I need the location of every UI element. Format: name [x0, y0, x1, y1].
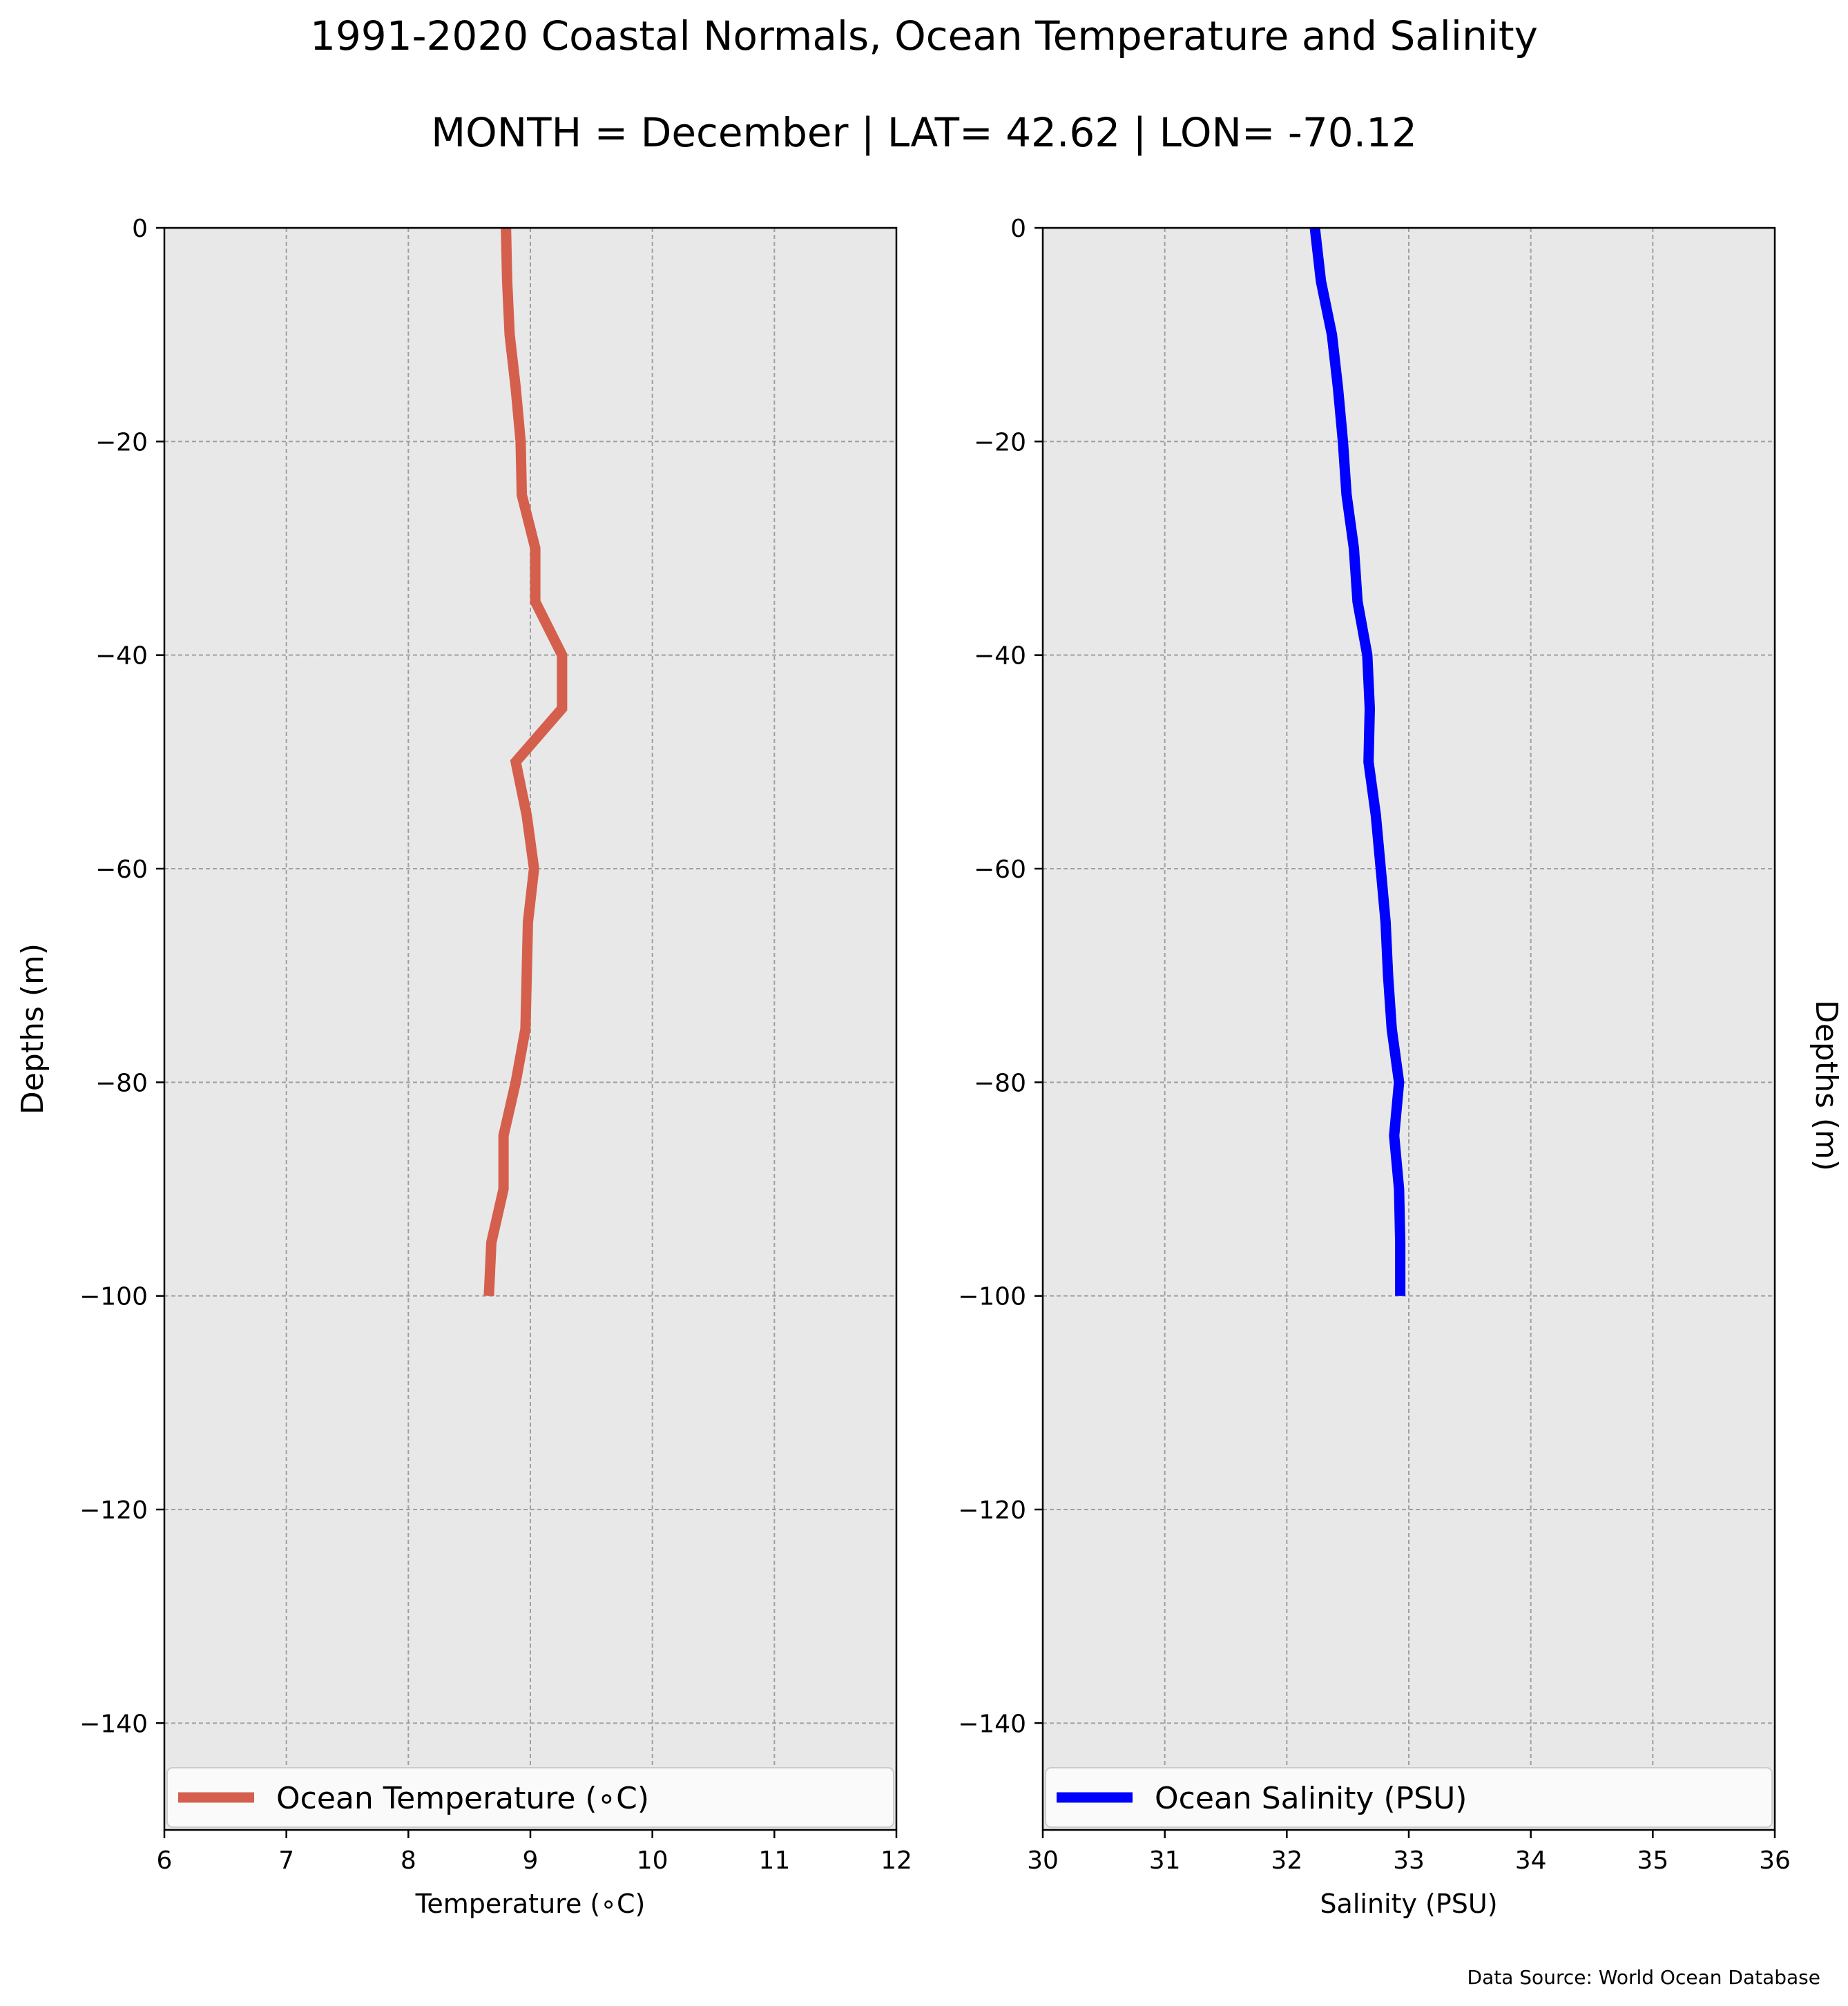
- temperature-ytick-label: 0: [132, 215, 148, 243]
- salinity-data-point: [1331, 334, 1333, 336]
- temperature-panel: 6 7 8 9 10 11 12 0 −20 −40 −60 −80 −100 −120 −140 Tempe…: [15, 215, 912, 1919]
- salinity-data-point: [1398, 1188, 1400, 1190]
- salinity-xtick-label: 34: [1515, 1846, 1547, 1875]
- salinity-data-point: [1398, 1081, 1400, 1083]
- salinity-data-point: [1369, 708, 1370, 709]
- salinity-ytick-label: −120: [958, 1496, 1026, 1525]
- salinity-ytick-label: −100: [958, 1283, 1026, 1311]
- salinity-xtick-label: 30: [1027, 1846, 1059, 1875]
- temperature-ytick-label: −60: [95, 856, 148, 884]
- temperature-data-point: [509, 334, 510, 336]
- temperature-xtick-label: 11: [758, 1846, 790, 1875]
- temperature-xtick-label: 6: [157, 1846, 173, 1875]
- salinity-data-point: [1387, 975, 1389, 976]
- temperature-data-point: [506, 280, 508, 282]
- salinity-legend-box: [1045, 1767, 1773, 1828]
- temperature-ylabel: Depths (m): [15, 943, 50, 1115]
- salinity-data-point: [1342, 441, 1344, 442]
- temperature-ytick-label: −40: [95, 642, 148, 671]
- temperature-data-point: [515, 1081, 517, 1083]
- temperature-data-point: [535, 601, 536, 602]
- temperature-legend-box: [166, 1767, 894, 1828]
- salinity-data-point: [1385, 921, 1386, 923]
- temperature-legend-label: Ocean Temperature (∘C): [276, 1781, 649, 1816]
- salinity-ytick-label: −80: [974, 1069, 1026, 1097]
- temperature-data-point: [561, 708, 563, 709]
- temperature-data-point: [535, 548, 536, 549]
- temperature-xtick-label: 8: [401, 1846, 416, 1875]
- temperature-data-point: [515, 387, 517, 389]
- temperature-ytick-label: −120: [79, 1496, 148, 1525]
- salinity-xtick-label: 36: [1759, 1846, 1791, 1875]
- temperature-data-point: [488, 1295, 490, 1297]
- temperature-xtick-label: 12: [880, 1846, 912, 1875]
- salinity-ytick-label: −20: [974, 428, 1026, 456]
- source-note: Data Source: World Ocean Database: [1467, 1966, 1820, 1989]
- temperature-data-point: [526, 815, 528, 816]
- salinity-ytick-label: −140: [958, 1710, 1026, 1738]
- salinity-ytick-label: 0: [1010, 215, 1026, 243]
- salinity-xlabel: Salinity (PSU): [1320, 1889, 1497, 1919]
- temperature-data-point: [525, 1028, 526, 1030]
- salinity-panel: 30 31 32 33 34 35 36 0 −20 −40 −60 −80 −100 −120 −140 S…: [958, 215, 1791, 1919]
- figure-title: 1991-2020 Coastal Normals, Ocean Tempera…: [310, 12, 1538, 59]
- temperature-xtick-label: 10: [637, 1846, 668, 1875]
- temperature-data-point: [503, 1135, 504, 1137]
- salinity-data-point: [1400, 1242, 1401, 1243]
- salinity-ytick-label: −40: [974, 642, 1026, 671]
- salinity-data-point: [1400, 1295, 1401, 1297]
- temperature-data-point: [490, 1242, 492, 1243]
- salinity-data-point: [1346, 494, 1347, 496]
- figure-subtitle: MONTH = December | LAT= 42.62 | LON= -70…: [431, 109, 1417, 156]
- temperature-legend: Ocean Temperature (∘C): [166, 1767, 894, 1828]
- temperature-xtick-label: 9: [523, 1846, 539, 1875]
- salinity-xtick-label: 33: [1393, 1846, 1425, 1875]
- temperature-data-point: [521, 494, 523, 496]
- temperature-ytick-label: −80: [95, 1069, 148, 1097]
- temperature-ytick-label: −100: [79, 1283, 148, 1311]
- salinity-xtick-label: 32: [1271, 1846, 1302, 1875]
- salinity-legend-label: Ocean Salinity (PSU): [1155, 1781, 1467, 1816]
- temperature-xlabel: Temperature (∘C): [415, 1889, 646, 1919]
- right-ylabel: Depths (m): [1809, 1000, 1844, 1171]
- salinity-ytick-label: −60: [974, 856, 1026, 884]
- salinity-xtick-label: 35: [1637, 1846, 1668, 1875]
- temperature-ytick-label: −140: [79, 1710, 148, 1738]
- temperature-data-point: [526, 975, 528, 976]
- salinity-data-point: [1357, 601, 1358, 602]
- salinity-legend: Ocean Salinity (PSU): [1045, 1767, 1773, 1828]
- salinity-data-point: [1320, 280, 1322, 282]
- temperature-ytick-label: −20: [95, 428, 148, 456]
- temperature-data-point: [520, 441, 521, 442]
- salinity-xtick-label: 31: [1149, 1846, 1181, 1875]
- temperature-xtick-label: 7: [278, 1846, 294, 1875]
- temperature-data-point: [503, 1188, 504, 1190]
